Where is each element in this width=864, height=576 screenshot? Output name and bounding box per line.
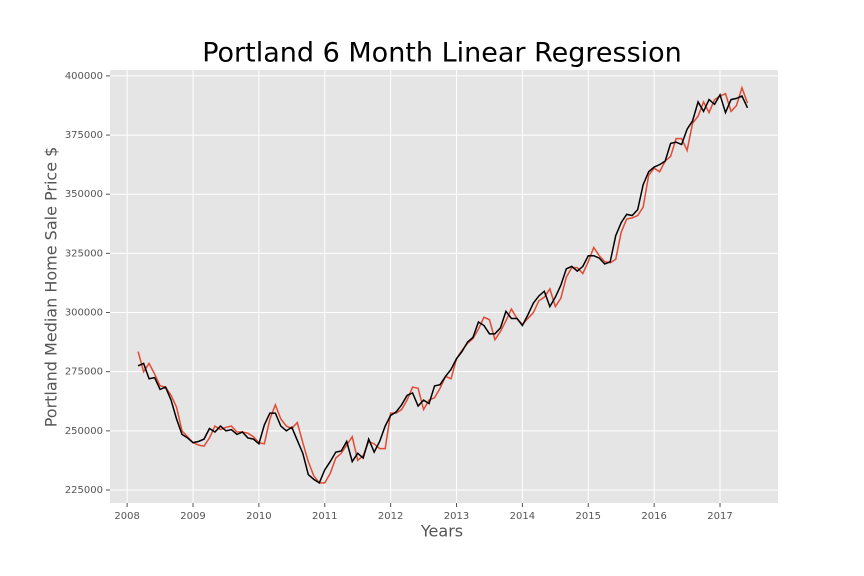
- x-axis-label: Years: [420, 522, 463, 541]
- x-tick-label: 2017: [707, 511, 732, 522]
- series-line: [137, 85, 749, 484]
- y-tick-label: 250000: [65, 426, 103, 437]
- y-tick-label: 350000: [65, 189, 103, 200]
- x-tick-label: 2012: [378, 511, 403, 522]
- y-tick-label: 325000: [65, 248, 103, 259]
- y-tick-label: 275000: [65, 367, 103, 378]
- x-tick-label: 2015: [576, 511, 601, 522]
- x-tick-label: 2009: [180, 511, 205, 522]
- y-tick-label: 225000: [65, 485, 103, 496]
- x-tick-label: 2011: [312, 511, 337, 522]
- x-tick-label: 2016: [641, 511, 666, 522]
- x-tick-label: 2010: [246, 511, 271, 522]
- lines: [137, 85, 749, 485]
- x-tick-label: 2014: [510, 511, 535, 522]
- y-axis-label: Portland Median Home Sale Price $: [42, 147, 61, 428]
- x-tick-label: 2008: [114, 511, 139, 522]
- chart-title: Portland 6 Month Linear Regression: [202, 38, 682, 69]
- series-line: [137, 92, 749, 485]
- x-tick-label: 2013: [444, 511, 469, 522]
- y-tick-label: 375000: [65, 130, 103, 141]
- y-tick-label: 300000: [65, 308, 103, 319]
- grid: [106, 70, 778, 507]
- y-tick-label: 400000: [65, 71, 103, 82]
